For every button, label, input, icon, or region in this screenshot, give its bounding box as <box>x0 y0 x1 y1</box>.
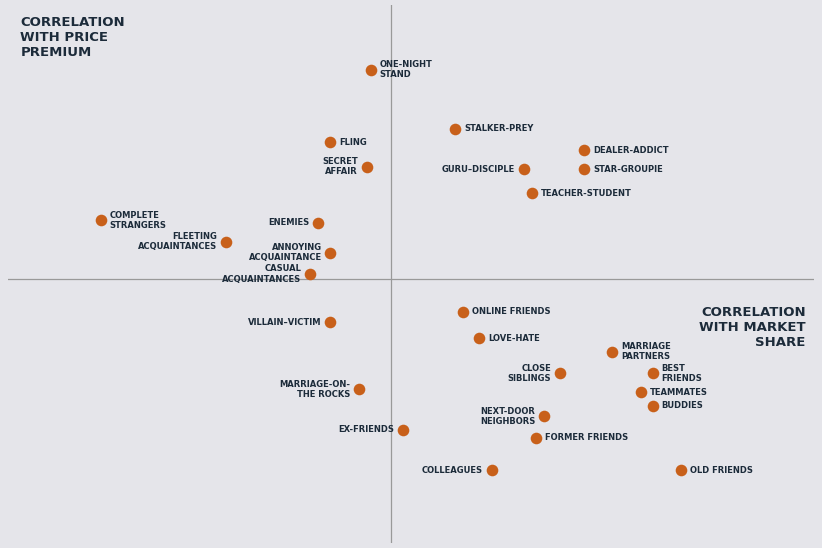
Point <box>606 347 619 356</box>
Text: LOVE-HATE: LOVE-HATE <box>488 334 540 343</box>
Point <box>95 216 108 225</box>
Point <box>219 237 233 246</box>
Text: ONE-NIGHT
STAND: ONE-NIGHT STAND <box>380 60 432 79</box>
Text: OLD FRIENDS: OLD FRIENDS <box>690 465 753 475</box>
Text: VILLAIN–VICTIM: VILLAIN–VICTIM <box>248 318 321 327</box>
Text: CORRELATION
WITH PRICE
PREMIUM: CORRELATION WITH PRICE PREMIUM <box>21 16 125 59</box>
Text: CORRELATION
WITH MARKET
SHARE: CORRELATION WITH MARKET SHARE <box>699 306 806 349</box>
Text: ANNOYING
ACQUAINTANCE: ANNOYING ACQUAINTANCE <box>248 243 321 262</box>
Point <box>674 466 687 475</box>
Point <box>553 369 566 378</box>
Point <box>324 138 337 147</box>
Text: STALKER-PREY: STALKER-PREY <box>464 124 533 134</box>
Text: ONLINE FRIENDS: ONLINE FRIENDS <box>472 307 551 316</box>
Text: FLEETING
ACQUAINTANCES: FLEETING ACQUAINTANCES <box>138 232 217 252</box>
Text: GURU–DISCIPLE: GURU–DISCIPLE <box>441 165 515 174</box>
Text: BEST
FRIENDS: BEST FRIENDS <box>662 364 702 383</box>
Point <box>538 412 551 421</box>
Point <box>312 219 325 227</box>
Point <box>324 318 337 327</box>
Text: BUDDIES: BUDDIES <box>662 401 704 410</box>
Point <box>646 369 659 378</box>
Text: MARRIAGE
PARTNERS: MARRIAGE PARTNERS <box>621 342 671 361</box>
Point <box>324 248 337 257</box>
Text: CASUAL
ACQUAINTANCES: CASUAL ACQUAINTANCES <box>222 265 302 283</box>
Point <box>578 165 591 174</box>
Text: COMPLETE
STRANGERS: COMPLETE STRANGERS <box>109 211 167 230</box>
Text: DEALER-ADDICT: DEALER-ADDICT <box>593 146 668 155</box>
Text: COLLEAGUES: COLLEAGUES <box>422 465 483 475</box>
Text: STAR-GROUPIE: STAR-GROUPIE <box>593 165 663 174</box>
Text: EX-FRIENDS: EX-FRIENDS <box>338 425 394 434</box>
Text: SECRET
AFFAIR: SECRET AFFAIR <box>322 157 358 176</box>
Point <box>525 189 538 198</box>
Text: FORMER FRIENDS: FORMER FRIENDS <box>545 433 628 442</box>
Point <box>517 165 530 174</box>
Text: MARRIAGE-ON-
THE ROCKS: MARRIAGE-ON- THE ROCKS <box>279 380 350 399</box>
Text: NEXT-DOOR
NEIGHBORS: NEXT-DOOR NEIGHBORS <box>480 407 535 426</box>
Point <box>457 307 470 316</box>
Point <box>485 466 498 475</box>
Text: CLOSE
SIBLINGS: CLOSE SIBLINGS <box>508 364 552 383</box>
Point <box>396 425 409 434</box>
Point <box>364 66 377 75</box>
Point <box>304 270 317 278</box>
Point <box>634 388 647 397</box>
Point <box>352 385 365 394</box>
Point <box>473 334 486 343</box>
Point <box>360 162 373 171</box>
Text: TEAMMATES: TEAMMATES <box>649 387 707 397</box>
Text: FLING: FLING <box>339 138 367 147</box>
Text: ENEMIES: ENEMIES <box>268 219 310 227</box>
Point <box>449 124 462 133</box>
Point <box>646 401 659 410</box>
Point <box>529 433 543 442</box>
Point <box>578 146 591 155</box>
Text: TEACHER-STUDENT: TEACHER-STUDENT <box>541 189 631 198</box>
